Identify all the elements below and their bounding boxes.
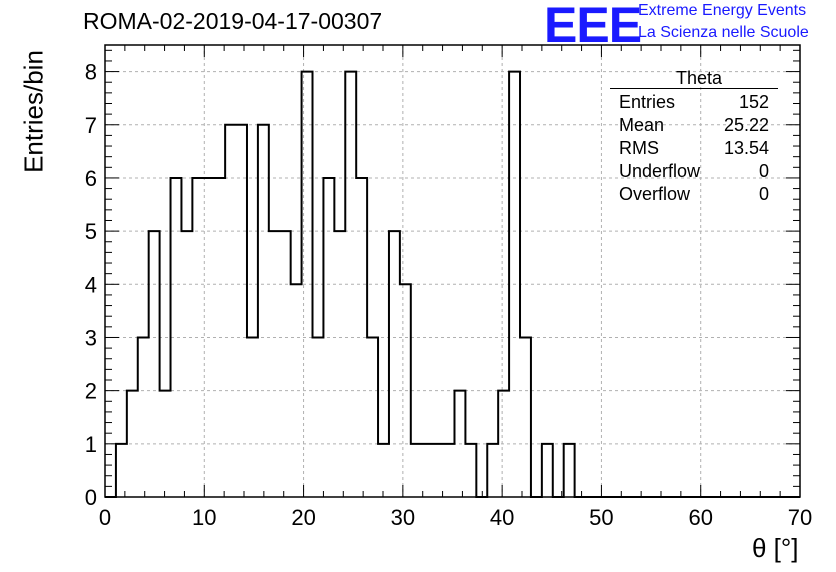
histogram-bin — [334, 231, 345, 497]
y-tick-label: 7 — [85, 113, 97, 138]
histogram-bin — [236, 125, 247, 497]
histogram-bin — [542, 444, 553, 497]
histogram-bin — [280, 231, 291, 497]
histogram-bin — [225, 125, 236, 497]
histogram-bin — [422, 444, 433, 497]
stats-label: RMS — [619, 138, 659, 158]
histogram-bin — [564, 444, 575, 497]
y-tick-label: 1 — [85, 432, 97, 457]
stats-value: 0 — [758, 161, 769, 181]
stats-label: Underflow — [619, 161, 701, 181]
x-tick-label: 30 — [391, 505, 415, 530]
eee-logo: EEE — [544, 0, 642, 53]
histogram-outline — [105, 70, 800, 498]
y-tick-label: 5 — [85, 219, 97, 244]
stats-value: 0 — [758, 184, 769, 204]
chart-title: ROMA-02-2019-04-17-00307 — [83, 8, 383, 34]
y-tick-label: 0 — [85, 485, 97, 510]
histogram-bin — [520, 337, 531, 497]
stats-row-rms: RMS 13.54 — [610, 137, 778, 160]
y-tick-label: 6 — [85, 166, 97, 191]
stats-value: 13.54 — [723, 138, 769, 158]
histogram-bin — [269, 231, 280, 497]
logo-line-1: Extreme Energy Events — [638, 2, 807, 19]
stats-value: 152 — [738, 92, 769, 112]
stats-row-overflow: Overflow 0 — [610, 183, 778, 206]
x-tick-label: 50 — [589, 505, 613, 530]
histogram-bin — [138, 337, 149, 497]
histogram-bin — [258, 125, 269, 497]
y-tick-label: 4 — [85, 272, 97, 297]
histogram-bin — [181, 231, 192, 497]
stats-row-entries: Entries 152 — [610, 91, 778, 114]
x-tick-label: 10 — [192, 505, 216, 530]
x-tick-label: 0 — [99, 505, 111, 530]
plot-frame — [104, 44, 801, 498]
stats-row-mean: Mean 25.22 — [610, 114, 778, 137]
histogram-bin — [389, 231, 400, 497]
histogram-bin — [367, 337, 378, 497]
histogram-bin — [411, 444, 422, 497]
histogram-bin — [433, 444, 444, 497]
stats-value: 25.22 — [723, 115, 769, 135]
y-tick-label: 3 — [85, 325, 97, 350]
histogram-bin — [444, 444, 455, 497]
x-tick-label: 60 — [688, 505, 712, 530]
histogram-bin — [247, 337, 258, 497]
histogram-bin — [116, 444, 127, 497]
stats-label: Entries — [619, 92, 676, 112]
logo-line-2: La Scienza nelle Scuole — [638, 24, 809, 41]
stats-box: Theta Entries 152 Mean 25.22 RMS 13.54 Unde… — [610, 69, 778, 206]
y-tick-label: 8 — [85, 60, 97, 85]
x-tick-label: 40 — [490, 505, 514, 530]
histogram-bin — [465, 444, 476, 497]
histogram-bin — [313, 337, 324, 497]
stats-label: Overflow — [619, 184, 691, 204]
histogram-bin — [149, 231, 160, 497]
stats-title: Theta — [675, 68, 723, 88]
histogram-bin — [487, 444, 498, 497]
stats-label: Mean — [619, 115, 665, 135]
stats-divider — [610, 88, 778, 89]
y-axis-label: Entries/bin — [18, 50, 49, 173]
histogram-bin — [378, 444, 389, 497]
x-axis-label: θ [°] — [752, 533, 799, 563]
x-tick-label: 70 — [788, 505, 812, 530]
x-tick-label: 20 — [291, 505, 315, 530]
y-tick-label: 2 — [85, 379, 97, 404]
stats-row-underflow: Underflow 0 — [610, 160, 778, 183]
